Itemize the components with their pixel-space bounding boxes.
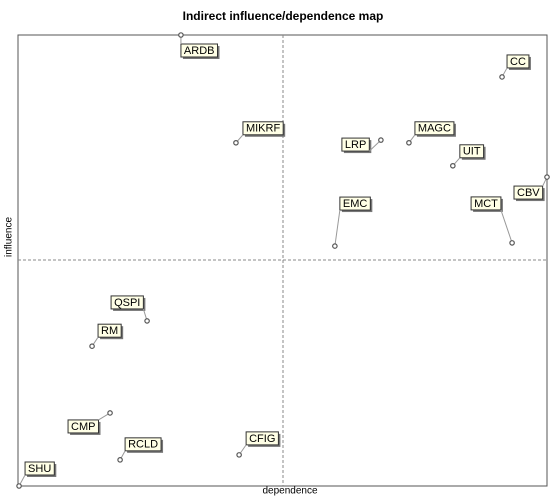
label-box (124, 437, 162, 452)
point (450, 162, 456, 169)
point (236, 452, 242, 458)
label-box (24, 461, 55, 476)
point (16, 483, 22, 489)
point-label: CFIG (249, 433, 275, 445)
point-label: RCLD (128, 439, 158, 451)
label-box (245, 431, 279, 446)
chart-title: Indirect influence/dependence map (183, 9, 384, 23)
point-label: ARDB (184, 45, 215, 57)
point-label: MIKRF (246, 123, 281, 135)
point (499, 74, 505, 80)
point (178, 32, 184, 38)
point-label: MAGC (418, 123, 451, 135)
point (509, 240, 515, 246)
point (544, 174, 550, 180)
point-label: QSPI (114, 297, 140, 309)
point (406, 139, 412, 146)
label-box (506, 54, 530, 69)
point-label: RM (101, 325, 118, 337)
x-axis-label: dependence (262, 486, 317, 497)
label-box (414, 121, 455, 136)
label-box (242, 121, 284, 136)
point (117, 457, 123, 463)
point (144, 318, 150, 324)
label-box (341, 137, 370, 152)
point-label: CBV (517, 187, 540, 199)
label-box (470, 196, 502, 211)
connector (500, 209, 513, 244)
point-label: CMP (71, 421, 95, 433)
label-box (339, 196, 371, 211)
label-box (110, 295, 144, 310)
point (332, 243, 338, 249)
point-label: MCT (474, 198, 498, 210)
connector (334, 209, 341, 247)
point-label: UIT (463, 146, 481, 158)
label-box (459, 144, 485, 159)
y-axis-label: influence (4, 217, 15, 257)
label-box (97, 323, 122, 338)
point (233, 139, 239, 146)
point-label: EMC (343, 198, 368, 210)
point (107, 410, 113, 416)
label-box (180, 43, 218, 58)
point (89, 343, 95, 349)
point-label: SHU (28, 463, 51, 475)
point-label: CC (510, 56, 526, 68)
label-box (513, 185, 544, 200)
point-label: LRP (345, 139, 366, 151)
point (378, 137, 384, 143)
label-box (67, 419, 99, 434)
